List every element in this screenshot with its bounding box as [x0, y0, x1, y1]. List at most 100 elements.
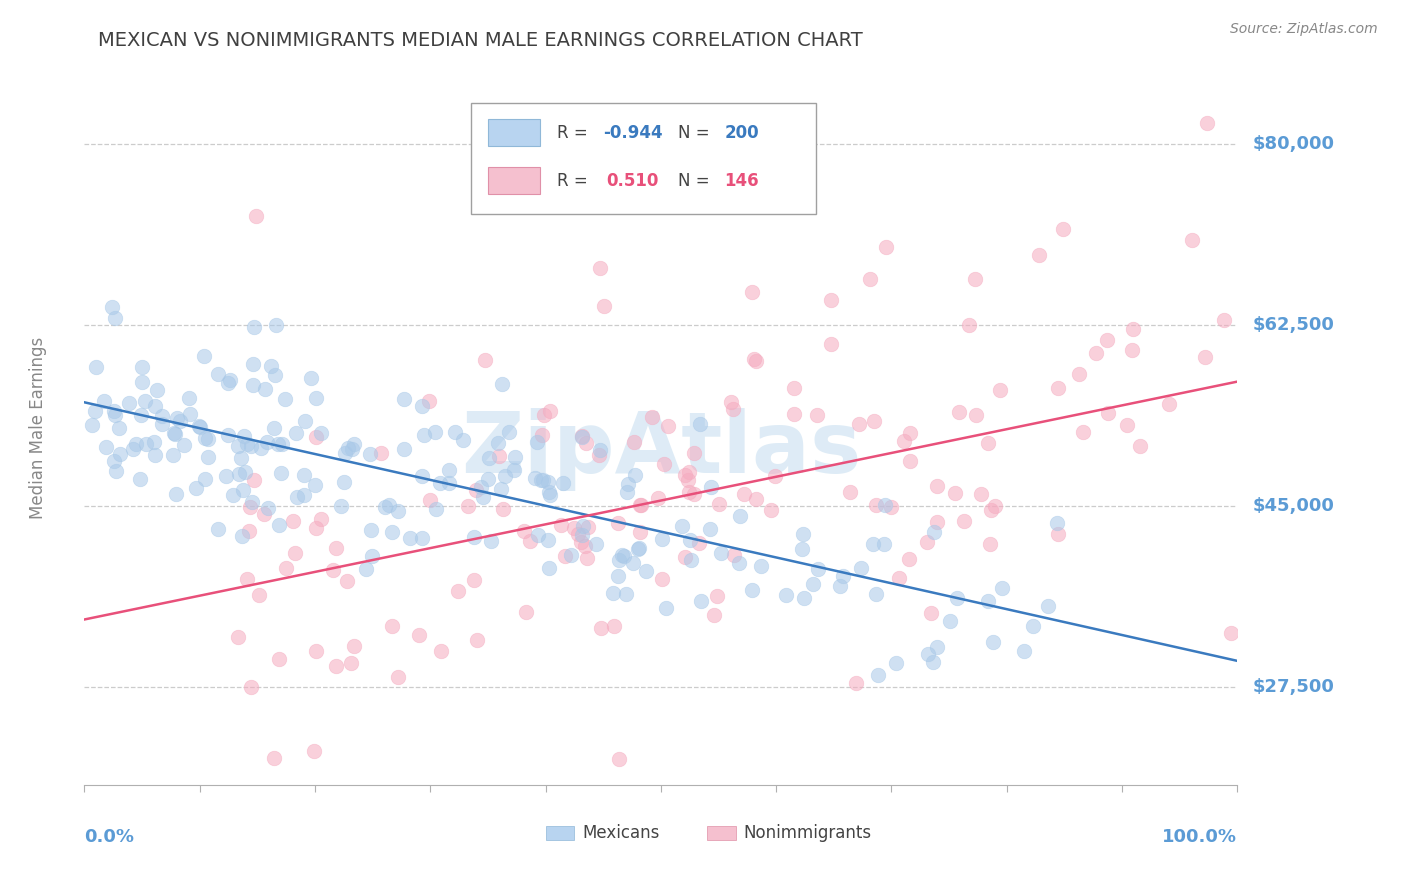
Point [1129, 439, 1152, 453]
Point [689, 417, 711, 431]
Point [129, 408, 152, 422]
Point [574, 539, 596, 553]
Point [256, 500, 278, 515]
Point [465, 483, 488, 497]
Point [305, 521, 328, 535]
Point [104, 409, 127, 423]
Point [537, 533, 560, 547]
Point [478, 450, 501, 465]
Point [240, 680, 263, 694]
Point [745, 491, 768, 506]
Point [292, 488, 315, 502]
Point [623, 467, 645, 482]
Point [486, 436, 509, 450]
Point [898, 454, 921, 468]
Point [239, 439, 262, 453]
Point [927, 479, 949, 493]
Point [652, 457, 675, 471]
Point [792, 541, 814, 556]
Point [394, 392, 416, 406]
Point [571, 430, 593, 444]
Point [260, 359, 283, 373]
Point [240, 495, 263, 509]
Point [628, 541, 651, 556]
Point [425, 502, 447, 516]
Point [589, 443, 612, 458]
Point [1121, 343, 1143, 357]
Point [305, 391, 328, 405]
Point [728, 509, 751, 524]
Point [294, 414, 316, 428]
Text: $62,500: $62,500 [1253, 316, 1334, 334]
Point [492, 501, 515, 516]
Point [299, 371, 322, 385]
Point [585, 536, 607, 550]
Point [623, 435, 645, 450]
Point [330, 500, 353, 514]
Point [370, 446, 392, 460]
Point [922, 655, 945, 669]
Point [688, 535, 710, 549]
Text: N =: N = [678, 171, 716, 189]
Text: Nonimmigrants: Nonimmigrants [744, 824, 872, 842]
Text: R =: R = [557, 171, 599, 189]
Point [447, 584, 470, 599]
Point [253, 507, 276, 521]
Point [783, 408, 806, 422]
Point [706, 589, 728, 603]
Point [325, 659, 347, 673]
Point [267, 518, 290, 533]
Point [108, 421, 131, 435]
Point [700, 480, 723, 494]
Point [479, 533, 502, 548]
Point [775, 588, 797, 602]
Point [1046, 516, 1069, 531]
Point [238, 524, 260, 538]
Point [253, 382, 276, 396]
Point [683, 487, 706, 501]
Point [1220, 626, 1243, 640]
Point [952, 514, 974, 528]
Point [188, 420, 211, 434]
Point [166, 487, 188, 501]
Point [679, 553, 702, 567]
Point [849, 561, 872, 575]
Point [707, 498, 730, 512]
Point [263, 420, 285, 434]
Point [820, 337, 842, 351]
Point [245, 209, 267, 223]
Point [783, 381, 806, 395]
Point [502, 463, 524, 477]
Point [374, 500, 396, 515]
Point [589, 260, 612, 275]
Point [232, 483, 254, 497]
Point [103, 454, 125, 468]
Point [832, 569, 855, 583]
Point [166, 411, 188, 425]
Point [628, 499, 651, 513]
Point [673, 550, 696, 565]
Point [423, 425, 446, 439]
FancyBboxPatch shape [471, 103, 817, 214]
Point [683, 446, 706, 460]
Point [884, 656, 907, 670]
Point [1180, 233, 1202, 247]
Point [343, 640, 366, 654]
Point [152, 417, 174, 431]
Point [524, 471, 547, 485]
Text: Source: ZipAtlas.com: Source: ZipAtlas.com [1230, 22, 1378, 37]
Point [285, 491, 308, 505]
Point [613, 549, 636, 564]
Point [194, 472, 217, 486]
Point [274, 392, 297, 406]
Point [104, 310, 127, 325]
Text: 200: 200 [724, 124, 759, 142]
Point [419, 493, 441, 508]
Point [457, 499, 479, 513]
Point [1197, 116, 1219, 130]
Point [515, 605, 537, 619]
Text: ZipAtlas: ZipAtlas [461, 408, 860, 491]
Point [614, 587, 637, 601]
Point [217, 376, 239, 390]
Point [991, 581, 1014, 595]
